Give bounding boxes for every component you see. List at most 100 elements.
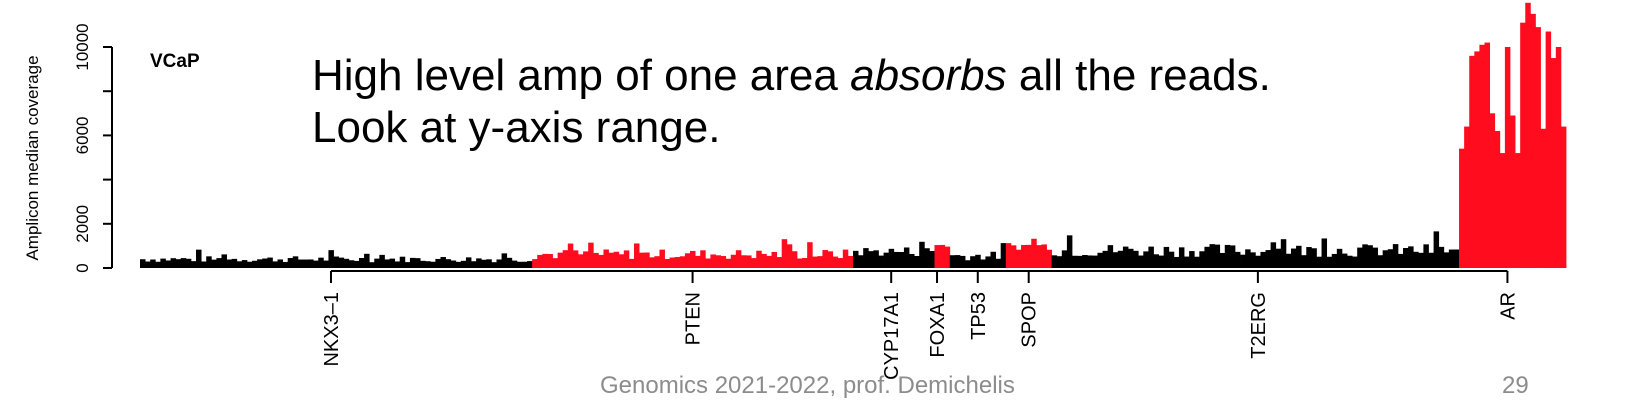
bar-amplicon-173 [1015,249,1022,268]
bar-amplicon-111 [700,250,706,268]
bar-amplicon-29 [282,261,289,268]
bar-amplicon-223 [1270,242,1277,268]
bar-amplicon-99 [639,252,645,268]
bar-amplicon-157 [934,245,940,268]
bar-amplicon-44 [358,258,365,268]
bar-amplicon-19 [231,258,238,268]
annotation-line-1: High level amp of one area absorbs all t… [312,50,1271,102]
bar-amplicon-22 [246,261,253,268]
bar-amplicon-267 [1494,130,1501,268]
bar-amplicon-233 [1321,238,1328,268]
bar-amplicon-113 [710,254,716,268]
bar-amplicon-280 [1560,126,1567,268]
bar-amplicon-49 [384,259,390,268]
bar-amplicon-234 [1326,256,1333,268]
bar-amplicon-254 [1428,252,1434,268]
bar-amplicon-248 [1397,253,1404,268]
bar-amplicon-104 [664,259,671,268]
annotation-emphasis: absorbs [850,51,1007,100]
bar-amplicon-221 [1260,251,1266,268]
bar-amplicon-28 [277,259,283,268]
footer-credit: Genomics 2021-2022, prof. Demichelis [600,372,1015,399]
bar-amplicon-12 [196,249,202,268]
bar-amplicon-205 [1178,247,1185,268]
bar-amplicon-262 [1469,55,1475,269]
bar-amplicon-228 [1296,245,1302,268]
bar-amplicon-35 [313,260,319,268]
bar-amplicon-192 [1112,252,1119,268]
bar-amplicon-164 [970,256,976,268]
gene-label-nkx3–1: NKX3–1 [321,292,343,367]
bar-amplicon-135 [822,250,828,268]
bar-amplicon-50 [389,258,396,268]
bar-amplicon-48 [379,254,385,268]
bar-amplicon-91 [598,254,604,268]
bar-amplicon-67 [476,258,482,268]
bar-amplicon-230 [1306,247,1312,268]
bar-amplicon-237 [1341,253,1348,268]
bar-amplicon-198 [1143,251,1149,268]
bar-amplicon-236 [1336,248,1343,268]
bar-amplicon-277 [1545,31,1552,269]
bar-amplicon-183 [1066,235,1073,268]
bar-amplicon-203 [1168,251,1175,268]
bar-amplicon-98 [634,243,640,268]
bar-amplicon-258 [1448,249,1455,268]
bar-amplicon-115 [720,256,727,268]
bar-amplicon-82 [552,258,559,268]
bar-amplicon-271 [1515,153,1521,268]
bar-amplicon-227 [1290,248,1297,268]
bar-amplicon-61 [445,259,452,268]
bar-amplicon-97 [628,258,635,268]
bar-amplicon-106 [674,257,681,268]
y-tick-label-6000: 6000 [73,116,92,154]
bar-amplicon-273 [1525,2,1531,269]
bar-amplicon-4 [155,261,161,268]
bar-amplicon-5 [160,258,166,268]
bar-amplicon-211 [1209,244,1215,268]
bar-amplicon-151 [903,247,910,268]
bar-amplicon-245 [1382,250,1389,268]
bar-amplicon-26 [267,257,273,268]
bar-amplicon-243 [1372,247,1378,268]
annotation-line-1-pre: High level amp of one area [312,51,851,100]
bar-amplicon-153 [914,255,920,268]
bar-amplicon-225 [1280,239,1287,268]
bar-amplicon-146 [878,255,884,268]
bar-amplicon-253 [1423,244,1429,268]
bar-amplicon-78 [532,259,538,268]
bar-amplicon-109 [690,250,696,268]
bar-amplicon-172 [1010,245,1017,268]
bar-amplicon-124 [766,255,772,268]
bar-amplicon-39 [333,256,340,268]
bar-amplicon-249 [1403,248,1409,268]
bar-amplicon-112 [705,258,711,268]
bar-amplicon-92 [603,249,609,268]
bar-amplicon-195 [1128,248,1134,268]
x-axis: NKX3–1 PTEN CYP17A1 FOXA1 TP53 SPOP T2ERG AR [321,270,1519,380]
bar-amplicon-30 [287,258,294,268]
bar-amplicon-31 [292,256,299,268]
bar-amplicon-212 [1214,244,1221,268]
bar-amplicon-176 [1031,238,1037,268]
bar-amplicon-252 [1418,252,1424,268]
bar-amplicon-196 [1133,250,1139,268]
y-axis-label: Amplicon median coverage [23,55,42,260]
bar-amplicon-201 [1158,255,1165,268]
bar-amplicon-242 [1367,245,1373,268]
bar-amplicon-128 [786,244,793,268]
bar-amplicon-14 [206,256,212,268]
bar-amplicon-121 [751,258,757,268]
bar-amplicon-68 [481,259,487,268]
bar-amplicon-239 [1352,256,1358,268]
bar-amplicon-129 [791,251,798,268]
bar-amplicon-191 [1107,245,1114,268]
bar-amplicon-71 [496,259,502,268]
bar-amplicon-175 [1026,244,1032,268]
bar-amplicon-152 [909,253,915,268]
bar-amplicon-256 [1438,246,1445,268]
bar-amplicon-136 [827,251,834,268]
bar-amplicon-47 [374,258,380,268]
bar-amplicon-114 [715,255,721,268]
bar-amplicon-96 [623,250,630,268]
